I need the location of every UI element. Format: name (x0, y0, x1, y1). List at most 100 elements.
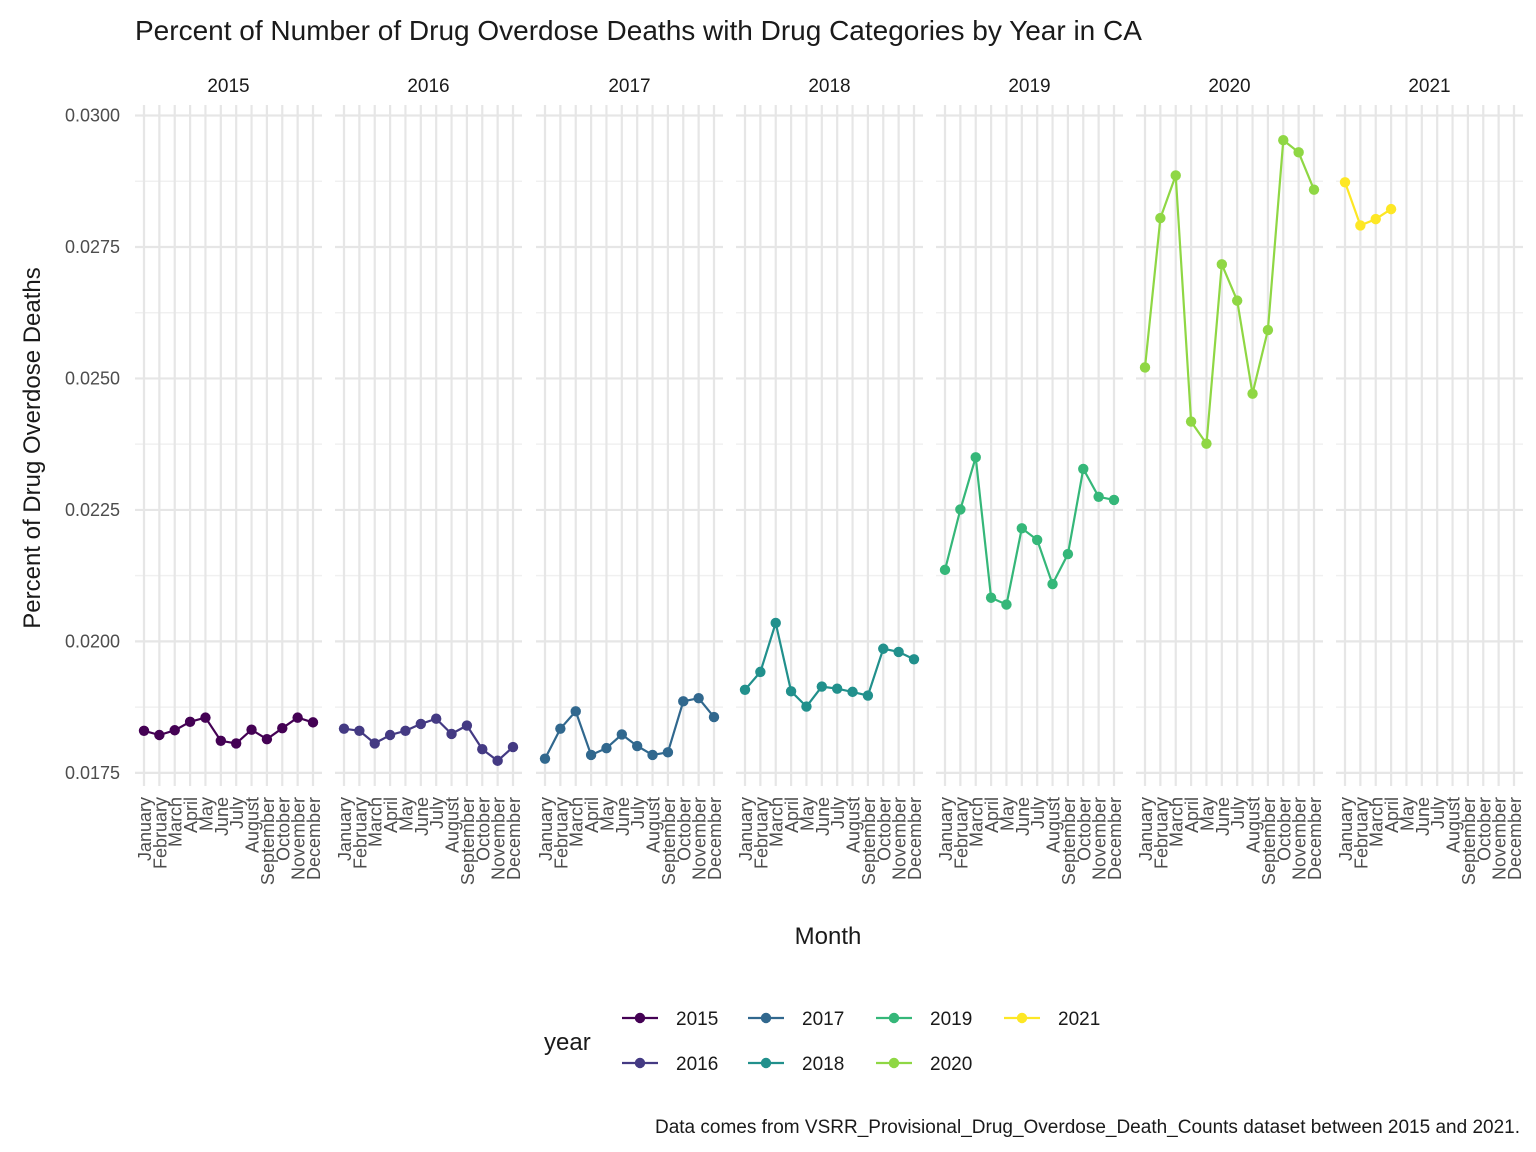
data-point-2019-april (985, 592, 997, 603)
x-tick-label: June (813, 797, 833, 836)
x-tick-label: November (690, 797, 710, 880)
data-point-2015-august (246, 724, 257, 735)
x-tick-label: May (196, 797, 216, 831)
x-tick-label: June (1413, 797, 1433, 836)
data-point-2020-august (1247, 388, 1258, 399)
legend-label: 2016 (676, 1054, 718, 1075)
x-tick-label: September (258, 797, 278, 885)
x-tick-label: June (212, 797, 232, 836)
data-point-2018-september (862, 690, 874, 701)
data-point-2017-november (693, 692, 704, 704)
x-tick-label: April (582, 797, 602, 833)
x-tick-label: July (628, 797, 648, 829)
x-tick-label: October (473, 797, 493, 861)
data-point-2018-june (816, 681, 828, 692)
x-tick-label: June (412, 797, 432, 836)
data-point-2015-november (292, 712, 303, 723)
x-tick-label: April (381, 797, 401, 833)
legend-key-point (888, 1012, 900, 1024)
x-tick-label: December (304, 797, 324, 880)
x-tick-label: July (828, 797, 848, 829)
data-point-2021-april (1385, 203, 1397, 215)
x-tick-label: July (227, 797, 247, 829)
x-tick-label: November (890, 797, 910, 880)
x-tick-label: December (504, 797, 524, 880)
x-tick-label: February (551, 797, 571, 869)
facet-panel-2017: 2017 JanuaryFebruaryMarchAprilMayJuneJuly… (536, 76, 725, 885)
x-tick-label: December (1105, 797, 1125, 880)
x-tick-label: September (1059, 797, 1079, 885)
facet-strip-label: 2018 (808, 76, 850, 97)
legend-key-point (634, 1012, 646, 1024)
x-tick-label: March (567, 797, 587, 847)
data-point-2016-december (507, 741, 519, 753)
series-line-2018 (744, 618, 915, 709)
x-tick-label: November (1090, 797, 1110, 880)
data-point-2015-march (169, 725, 180, 736)
data-point-2019-may (1001, 599, 1012, 610)
facet-strip-label: 2019 (1008, 76, 1050, 97)
x-tick-label: May (1197, 797, 1217, 831)
y-tick-label: 0.0225 (65, 500, 120, 520)
x-tick-label: November (1290, 797, 1310, 880)
data-point-2017-april (585, 749, 597, 761)
x-tick-label: April (782, 797, 802, 833)
data-point-2015-july (230, 738, 242, 749)
series-line-2015 (143, 716, 314, 745)
x-tick-label: March (1167, 797, 1187, 847)
data-point-2020-april (1185, 416, 1197, 427)
facet-strip-label: 2016 (407, 76, 449, 97)
data-point-2020-may (1201, 438, 1212, 449)
data-point-2017-january (539, 753, 551, 764)
x-tick-label: February (150, 797, 170, 869)
y-tick-label: 0.0175 (65, 763, 120, 783)
x-tick-label: November (489, 797, 509, 880)
facet-panel-2016: 2016 JanuaryFebruaryMarchAprilMayJuneJuly… (335, 76, 524, 885)
x-tick-label: April (982, 797, 1002, 833)
data-point-2017-june (616, 729, 628, 740)
series-line-2020 (1143, 138, 1316, 447)
data-point-2015-may (200, 712, 211, 723)
data-point-2020-june (1216, 259, 1228, 270)
data-point-2016-may (400, 725, 411, 736)
data-point-2015-september (261, 733, 273, 745)
x-tick-label: August (1044, 797, 1064, 853)
x-tick-label: November (289, 797, 309, 880)
x-tick-label: May (797, 797, 817, 831)
legend-label: 2020 (930, 1054, 972, 1075)
x-tick-label: May (396, 797, 416, 831)
facet-strip-label: 2015 (207, 76, 249, 97)
data-point-2020-december (1308, 184, 1320, 195)
facet-panel-2021: 2021 JanuaryFebruaryMarchAprilMayJuneJuly… (1336, 76, 1525, 885)
facet-panel-2020: 2020 JanuaryFebruaryMarchAprilMayJuneJuly… (1136, 76, 1325, 885)
x-tick-label: March (166, 797, 186, 847)
x-tick-label: September (1459, 797, 1479, 885)
data-point-2018-october (878, 643, 889, 654)
x-tick-label: May (597, 797, 617, 831)
x-tick-label: October (874, 797, 894, 861)
data-point-2020-march (1170, 170, 1181, 181)
x-tick-label: December (705, 797, 725, 880)
data-point-2018-january (739, 684, 751, 695)
data-point-2017-december (708, 711, 720, 723)
data-point-2016-august (446, 728, 457, 740)
chart-title: Percent of Number of Drug Overdose Death… (135, 15, 1142, 46)
series-line-2019 (943, 456, 1115, 607)
x-tick-label: October (1274, 797, 1294, 861)
legend-key-point (888, 1057, 900, 1069)
data-point-2020-october (1278, 135, 1289, 146)
x-tick-label: September (859, 797, 879, 885)
y-tick-label: 0.0300 (65, 106, 120, 126)
data-point-2020-november (1293, 147, 1304, 158)
legend-label: 2017 (802, 1009, 844, 1030)
data-point-2015-april (184, 716, 196, 728)
data-point-2015-october (277, 722, 288, 734)
x-tick-label: May (1397, 797, 1417, 831)
x-tick-label: August (644, 797, 664, 853)
data-point-2021-march (1370, 213, 1381, 225)
legend-label: 2019 (930, 1009, 972, 1030)
data-point-2018-december (908, 654, 920, 665)
data-point-2016-september (461, 720, 473, 731)
x-tick-label: February (1351, 797, 1371, 869)
x-tick-label: March (967, 797, 987, 847)
